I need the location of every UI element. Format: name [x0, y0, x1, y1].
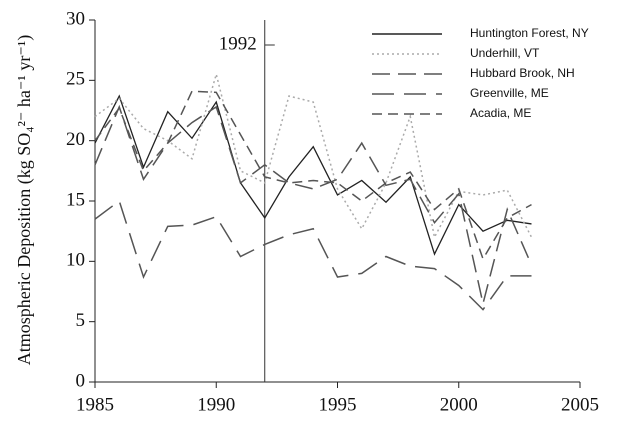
series-line	[94, 199, 532, 311]
series-line	[94, 71, 533, 240]
y-tick-label: 5	[76, 310, 86, 331]
legend-label: Hubbard Brook, NH	[470, 66, 575, 80]
legend-label: Huntington Forest, NY	[470, 26, 589, 40]
y-axis-label: Atmospheric Deposition (kg SO₄²⁻ ha⁻¹ yr…	[14, 35, 35, 365]
x-tick-label: 1985	[76, 394, 114, 415]
y-tick-label: 25	[66, 69, 85, 90]
y-tick-label: 15	[66, 189, 85, 210]
y-tick-label: 30	[66, 8, 85, 29]
x-tick-label: 1990	[197, 394, 235, 415]
series-line	[94, 104, 533, 304]
series-line	[94, 94, 532, 256]
y-tick-label: 20	[66, 129, 85, 150]
legend-label: Acadia, ME	[470, 106, 531, 120]
legend-label: Underhill, VT	[470, 46, 540, 60]
x-tick-label: 2000	[440, 394, 478, 415]
annotation: 1992	[219, 33, 257, 54]
series-line	[94, 90, 532, 261]
y-tick-label: 10	[66, 250, 85, 271]
legend-label: Greenville, ME	[470, 86, 549, 100]
x-tick-label: 2005	[561, 394, 599, 415]
x-tick-label: 1995	[319, 394, 357, 415]
y-tick-label: 0	[76, 370, 86, 391]
